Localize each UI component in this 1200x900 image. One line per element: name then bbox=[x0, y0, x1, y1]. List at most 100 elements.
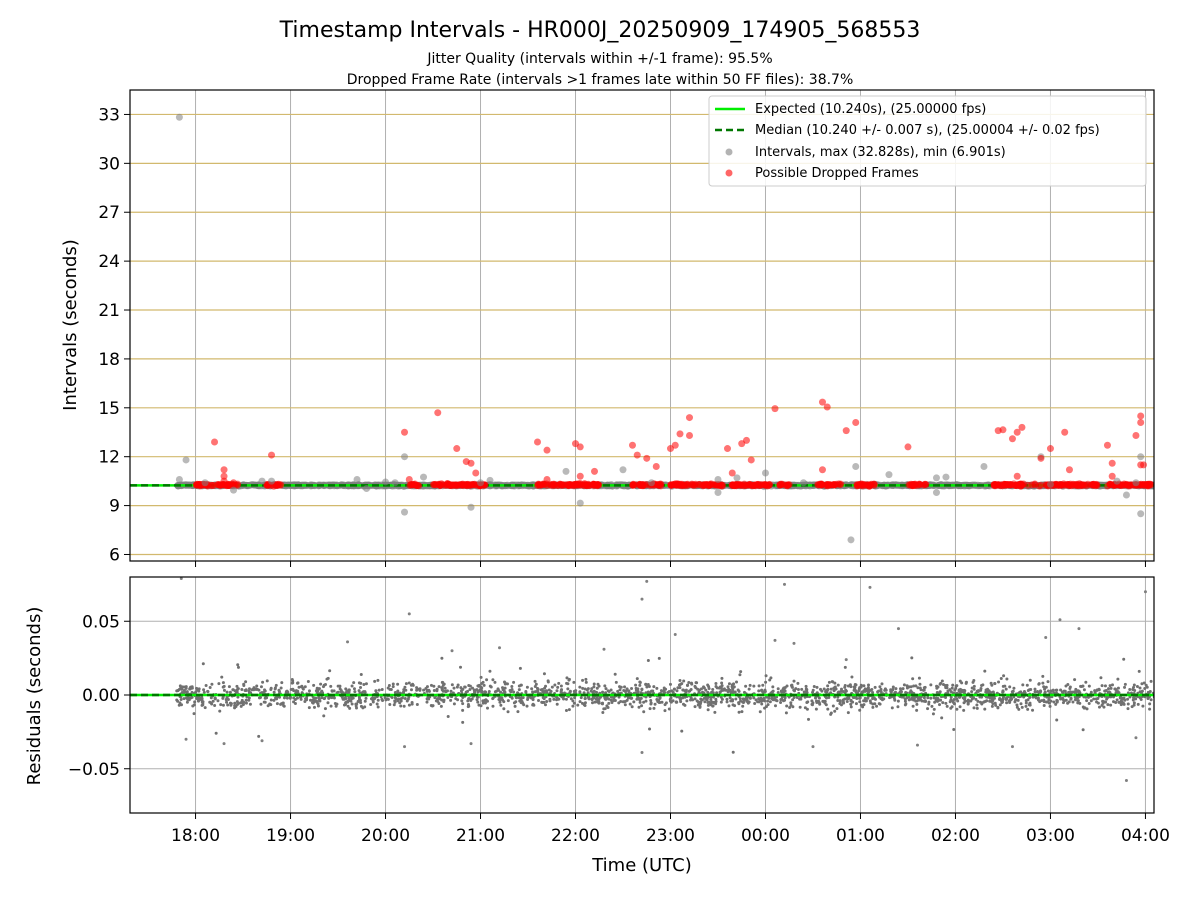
residual-point bbox=[583, 697, 587, 701]
residual-point bbox=[524, 689, 528, 693]
residual-point bbox=[806, 700, 810, 704]
residual-point bbox=[958, 679, 962, 683]
dropped-frame-point bbox=[999, 426, 1007, 434]
residual-point bbox=[704, 688, 708, 692]
residual-point bbox=[718, 690, 722, 694]
residual-point bbox=[410, 700, 414, 704]
residual-point bbox=[668, 697, 672, 701]
residual-point bbox=[735, 680, 739, 684]
residual-point bbox=[871, 705, 875, 709]
residual-point bbox=[748, 696, 752, 700]
residual-point bbox=[976, 689, 980, 693]
x-tick-label: 02:00 bbox=[931, 826, 980, 846]
residual-point bbox=[446, 715, 450, 719]
residual-point bbox=[561, 695, 565, 699]
residual-point bbox=[873, 685, 877, 689]
residual-point bbox=[387, 683, 391, 687]
dropped-frame-point bbox=[837, 480, 845, 488]
residual-point bbox=[668, 682, 672, 686]
dropped-frame-point bbox=[1046, 445, 1054, 453]
dropped-frame-point bbox=[910, 481, 918, 489]
residual-point bbox=[867, 690, 871, 694]
residual-point bbox=[571, 704, 575, 708]
interval-point bbox=[1113, 477, 1121, 485]
residual-point bbox=[805, 707, 809, 711]
residual-point bbox=[291, 679, 295, 683]
residual-point bbox=[1099, 676, 1103, 680]
residual-point bbox=[471, 686, 475, 690]
residual-point bbox=[630, 705, 634, 709]
residual-point bbox=[738, 673, 742, 677]
chart-title: Timestamp Intervals - HR000J_20250909_17… bbox=[279, 18, 921, 43]
residual-point bbox=[850, 675, 854, 679]
residual-point bbox=[833, 685, 837, 689]
residual-point bbox=[438, 697, 442, 701]
residual-point bbox=[961, 690, 965, 694]
residual-point bbox=[679, 697, 683, 701]
residual-point bbox=[439, 704, 443, 708]
residual-point bbox=[1100, 684, 1104, 688]
interval-point bbox=[1137, 510, 1145, 518]
residual-point bbox=[323, 696, 327, 700]
residual-point bbox=[871, 690, 875, 694]
residual-point bbox=[440, 656, 444, 660]
residual-point bbox=[1116, 677, 1120, 681]
residual-point bbox=[273, 687, 277, 691]
residual-point bbox=[590, 687, 594, 691]
residual-point bbox=[190, 685, 194, 689]
residual-point bbox=[335, 702, 339, 706]
residual-point bbox=[418, 687, 422, 691]
residual-point bbox=[938, 691, 942, 695]
residual-point bbox=[653, 702, 657, 706]
residual-point bbox=[849, 702, 853, 706]
residual-point bbox=[220, 675, 224, 679]
residual-point bbox=[255, 684, 259, 688]
residual-point bbox=[726, 685, 730, 689]
residual-point bbox=[945, 704, 949, 708]
residual-point bbox=[981, 683, 985, 687]
residual-point bbox=[459, 665, 463, 669]
residual-point bbox=[630, 686, 634, 690]
residual-point bbox=[883, 688, 887, 692]
dropped-frame-point bbox=[629, 441, 637, 449]
residual-point bbox=[896, 699, 900, 703]
interval-point bbox=[268, 477, 276, 485]
residual-point bbox=[274, 696, 278, 700]
residual-point bbox=[531, 690, 535, 694]
residual-point bbox=[499, 703, 503, 707]
residual-point bbox=[398, 701, 402, 705]
interval-point bbox=[980, 462, 988, 470]
residual-point bbox=[644, 699, 648, 703]
dropped-frame-point bbox=[750, 481, 758, 489]
residual-point bbox=[761, 697, 765, 701]
dropped-frame-point bbox=[783, 482, 791, 490]
residual-point bbox=[451, 691, 455, 695]
residual-point bbox=[236, 695, 240, 699]
residual-point bbox=[638, 700, 642, 704]
residual-point bbox=[1113, 687, 1117, 691]
residual-point bbox=[263, 700, 267, 704]
residual-point bbox=[858, 696, 862, 700]
residual-point bbox=[812, 685, 816, 689]
x-tick-label: 23:00 bbox=[646, 826, 695, 846]
residual-point bbox=[1082, 706, 1086, 710]
residual-point bbox=[981, 700, 985, 704]
residual-point bbox=[349, 699, 353, 703]
residual-point bbox=[623, 690, 627, 694]
residual-point bbox=[910, 696, 914, 700]
interval-point bbox=[619, 466, 627, 474]
residual-point bbox=[929, 683, 933, 687]
residual-point bbox=[998, 696, 1002, 700]
y-tick-label: 12 bbox=[98, 448, 120, 468]
residual-point bbox=[739, 670, 743, 674]
dropped-frame-point bbox=[1008, 435, 1016, 443]
residual-point bbox=[1109, 703, 1113, 707]
residual-point bbox=[1074, 687, 1078, 691]
residual-point bbox=[627, 689, 631, 693]
residual-point bbox=[466, 699, 470, 703]
interval-point bbox=[1132, 479, 1140, 487]
residual-point bbox=[1048, 704, 1052, 708]
residual-point bbox=[1005, 701, 1009, 705]
residual-point bbox=[853, 685, 857, 689]
residual-point bbox=[826, 707, 830, 711]
